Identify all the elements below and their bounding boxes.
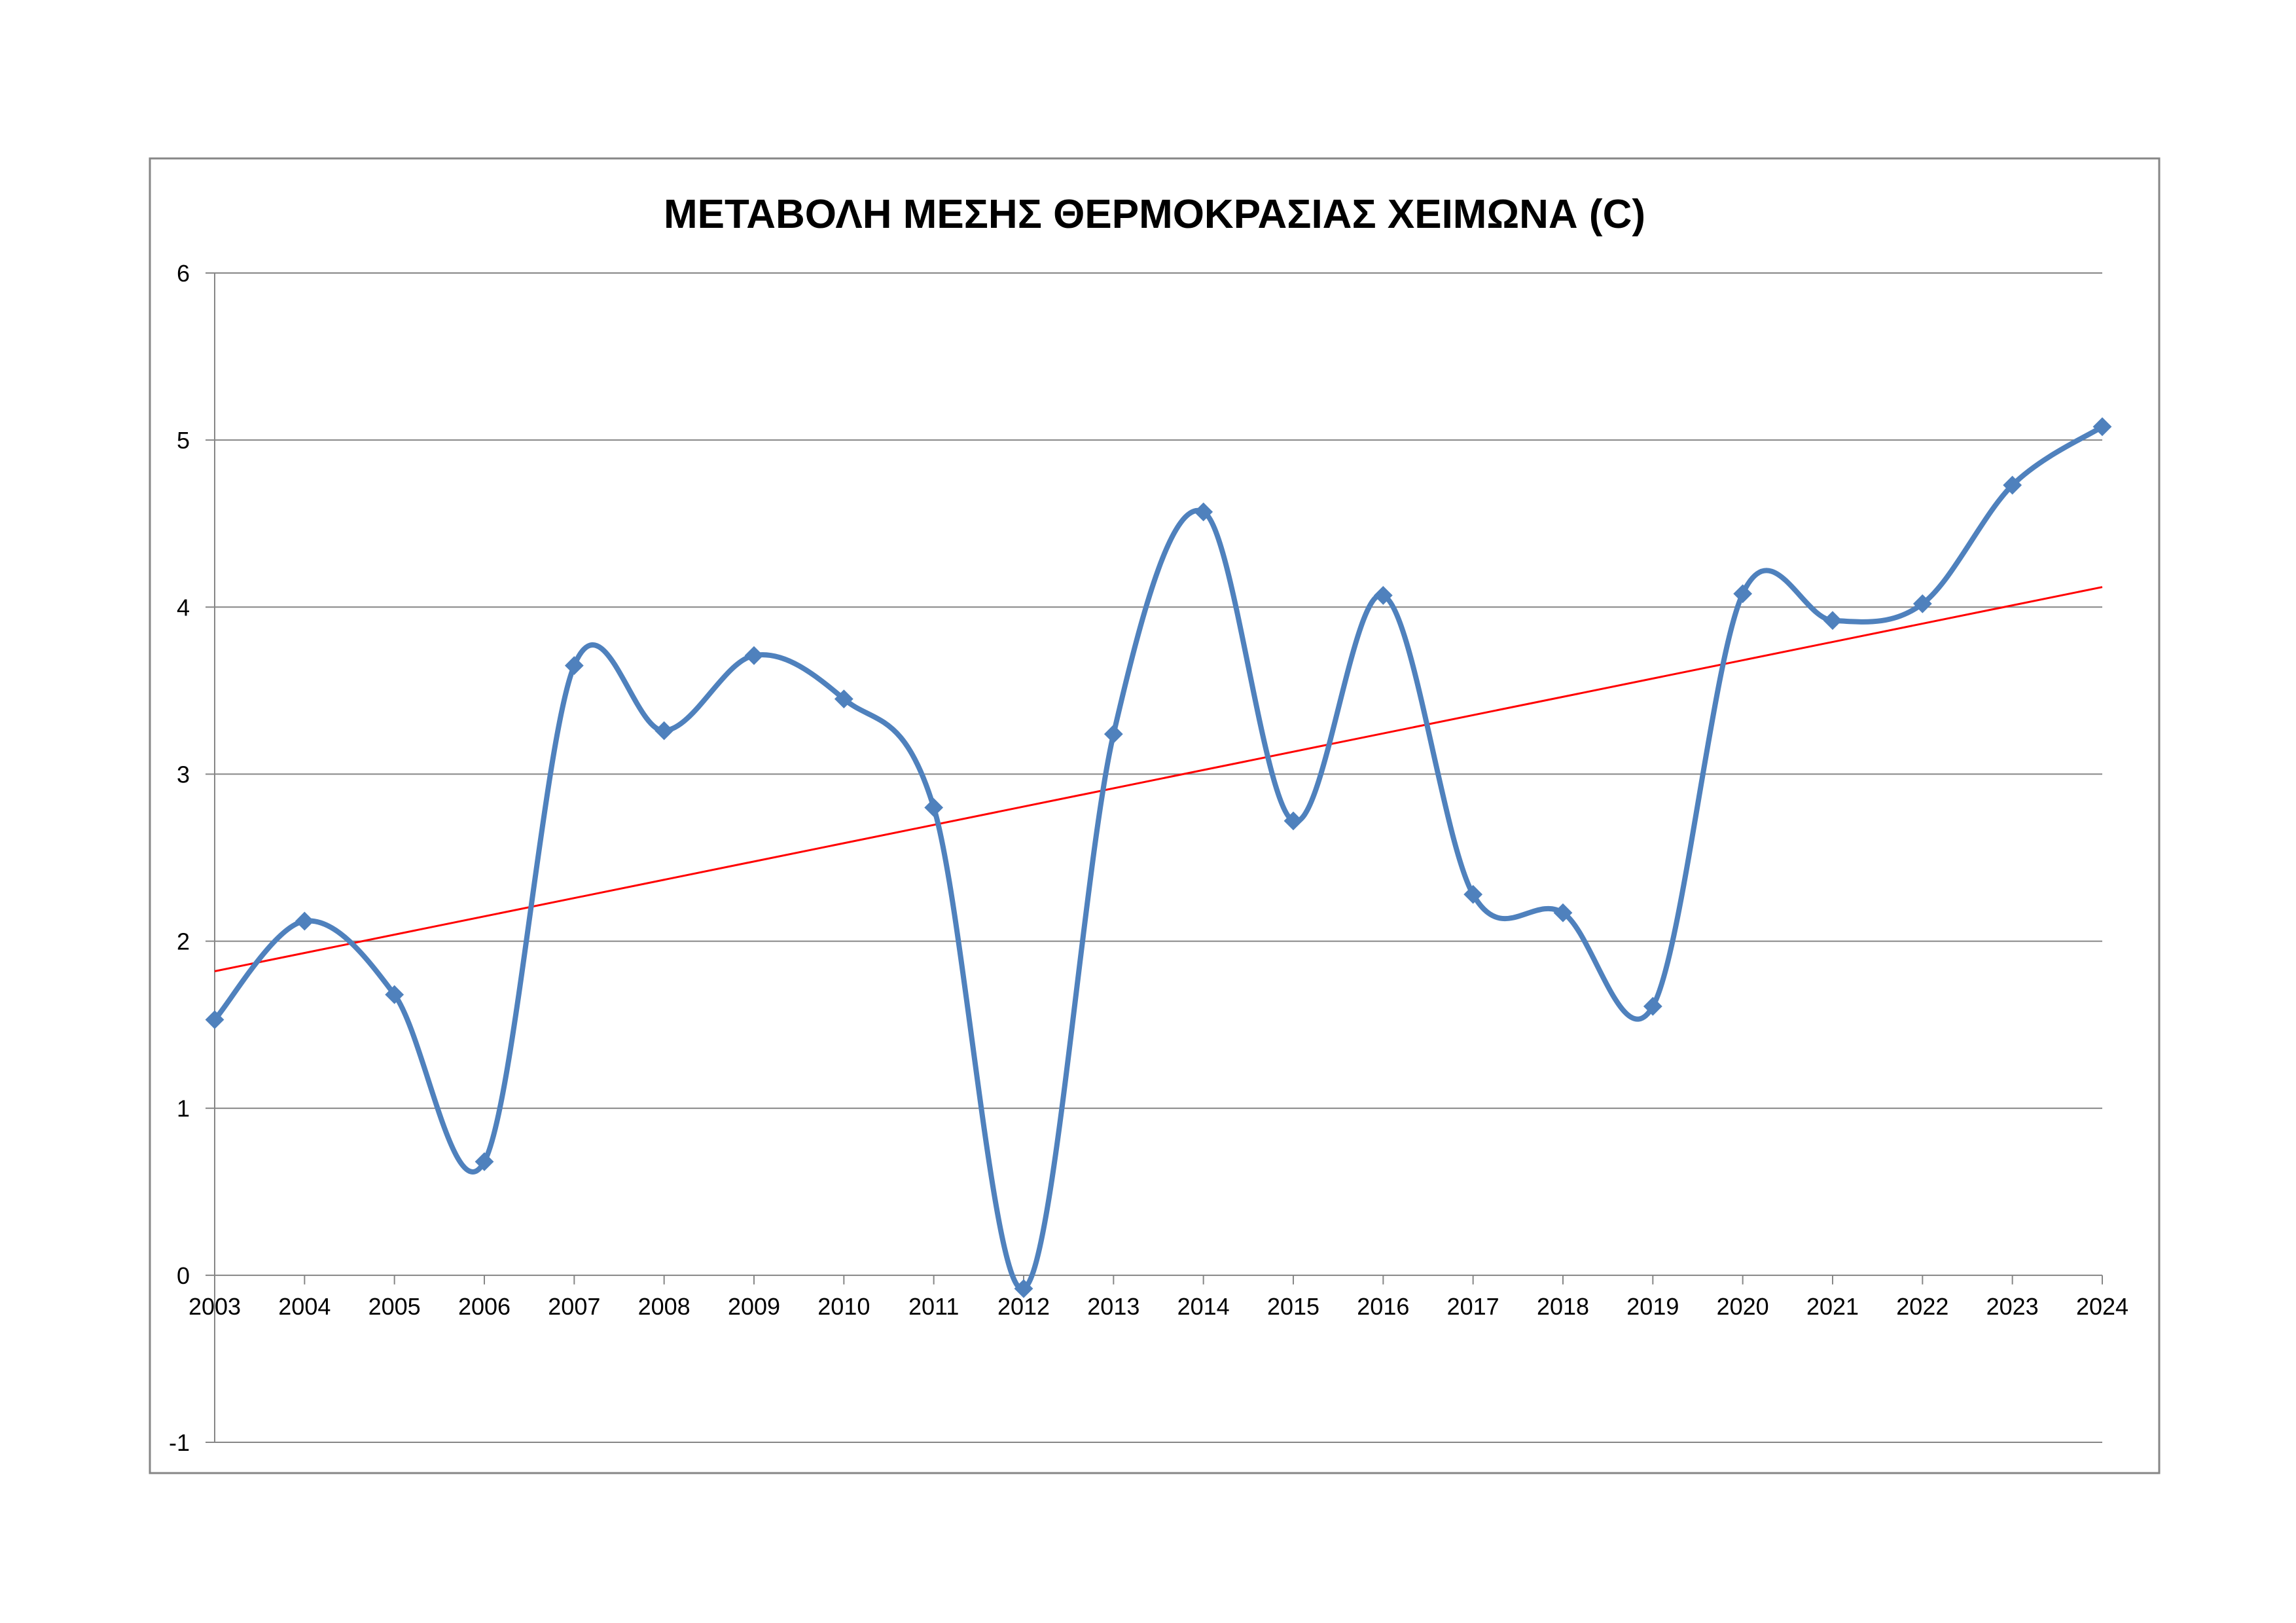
data-point-marker [834,689,853,709]
x-tick-label: 2017 [1447,1293,1499,1320]
data-point-marker [1912,594,1932,613]
data-point-marker [1373,586,1393,605]
x-tick-label: 2024 [2076,1293,2128,1320]
x-tick-labels: 2003 2004 2005 2006 2007 2008 2009 2010 2011 2012… [188,1293,2128,1320]
data-point-marker [2092,417,2112,437]
x-tick-label: 2023 [1986,1293,2039,1320]
data-point-marker [655,721,674,740]
x-tick-label: 2015 [1267,1293,1319,1320]
x-tick-label: 2011 [908,1293,959,1320]
data-point-marker [475,1152,494,1171]
x-tick-label: 2009 [728,1293,780,1320]
x-tick-label: 2007 [548,1293,600,1320]
series-layer [212,424,2104,1292]
x-tick-label: 2014 [1177,1293,1230,1320]
y-tick-label: 4 [177,594,190,621]
data-point-marker [744,646,764,665]
x-tick-label: 2005 [368,1293,421,1320]
x-tick-label: 2013 [1087,1293,1139,1320]
y-tick-label: 0 [177,1262,190,1289]
data-point-marker [1103,724,1123,744]
series-line [212,424,2104,1292]
axes [206,272,2103,1443]
y-tick-label: -1 [169,1429,190,1456]
data-point-marker [385,985,404,1004]
y-tick-label: 6 [177,260,190,287]
data-point-marker [924,798,944,817]
x-tick-label: 2006 [458,1293,511,1320]
x-tick-label: 2020 [1717,1293,1769,1320]
data-point-marker [1823,611,1842,630]
markers [205,417,2112,1298]
x-tick-label: 2004 [278,1293,331,1320]
data-point-marker [1194,502,1213,522]
y-tick-label: 5 [177,427,190,454]
x-tick-label: 2010 [817,1293,870,1320]
data-point-marker [205,1010,224,1029]
x-tick-label: 2022 [1896,1293,1948,1320]
data-point-marker [1643,996,1662,1016]
x-tick-label: 2003 [188,1293,241,1320]
data-point-marker [564,656,584,675]
y-tick-label: 2 [177,928,190,955]
y-tick-label: 3 [177,761,190,788]
chart-title: ΜΕΤΑΒΟΛΗ ΜΕΣΗΣ ΘΕΡΜΟΚΡΑΣΙΑΣ ΧΕΙΜΩΝΑ (C) [664,192,1645,237]
x-tick-label: 2018 [1537,1293,1589,1320]
data-point-marker [1014,1279,1033,1298]
data-point-marker [295,911,314,931]
x-tick-label: 2019 [1626,1293,1679,1320]
x-tick-label: 2021 [1806,1293,1859,1320]
data-point-marker [1733,584,1753,604]
data-point-marker [1553,903,1573,922]
x-tick-label: 2008 [638,1293,691,1320]
chart-area-border [149,157,2161,1474]
gridlines [215,272,2102,1443]
data-point-marker [1463,884,1483,904]
x-tick-label: 2016 [1357,1293,1409,1320]
data-point-marker [1283,811,1303,831]
y-tick-labels: -1 0 1 2 3 4 5 6 [169,260,190,1456]
y-tick-label: 1 [177,1095,190,1122]
data-point-marker [2003,475,2022,495]
